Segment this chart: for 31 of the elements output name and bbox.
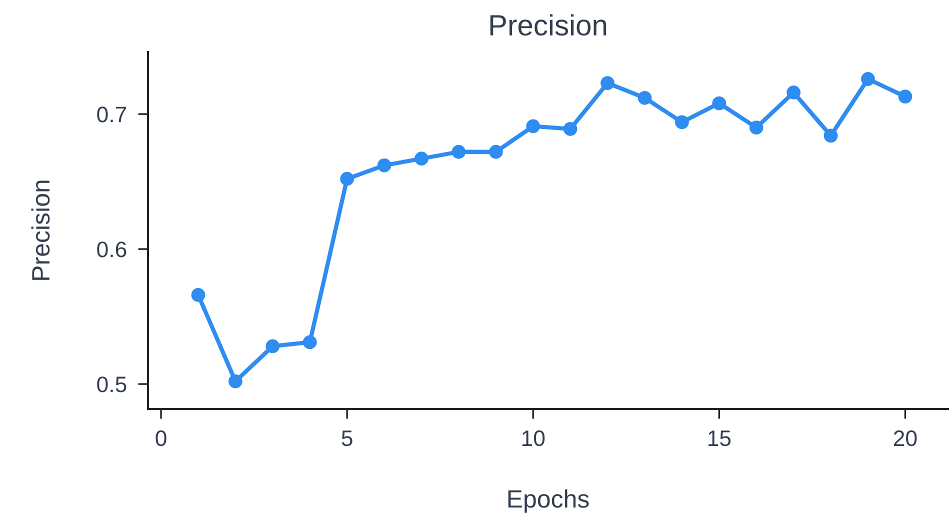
point [638,90,652,105]
y-tick-label: 0.7 [97,106,126,122]
point [749,120,764,135]
x-tick-label: 15 [708,430,731,446]
point [898,90,912,104]
point [302,335,317,350]
x-tick-label: 10 [522,430,545,446]
y-tick-label: 0.5 [97,376,126,392]
x-tick-label: 20 [894,430,917,446]
point [786,86,801,100]
point [600,76,614,90]
point [377,158,392,172]
point [266,339,280,354]
point [340,172,354,186]
x-axis-title: Epochs [508,489,589,513]
point [563,122,578,136]
point [191,288,206,302]
point [861,72,875,86]
point [228,374,242,388]
x-tick-label: 5 [342,430,352,446]
y-tick-label: 0.6 [97,242,126,258]
point [488,144,503,159]
point [675,115,689,130]
point [414,152,428,166]
chart-title: Precision [490,14,606,36]
point [824,128,838,143]
point [712,96,726,110]
x-tick-label: 0 [156,430,166,446]
point [452,144,466,159]
point [526,119,540,134]
y-axis-title: Precision [31,180,50,280]
